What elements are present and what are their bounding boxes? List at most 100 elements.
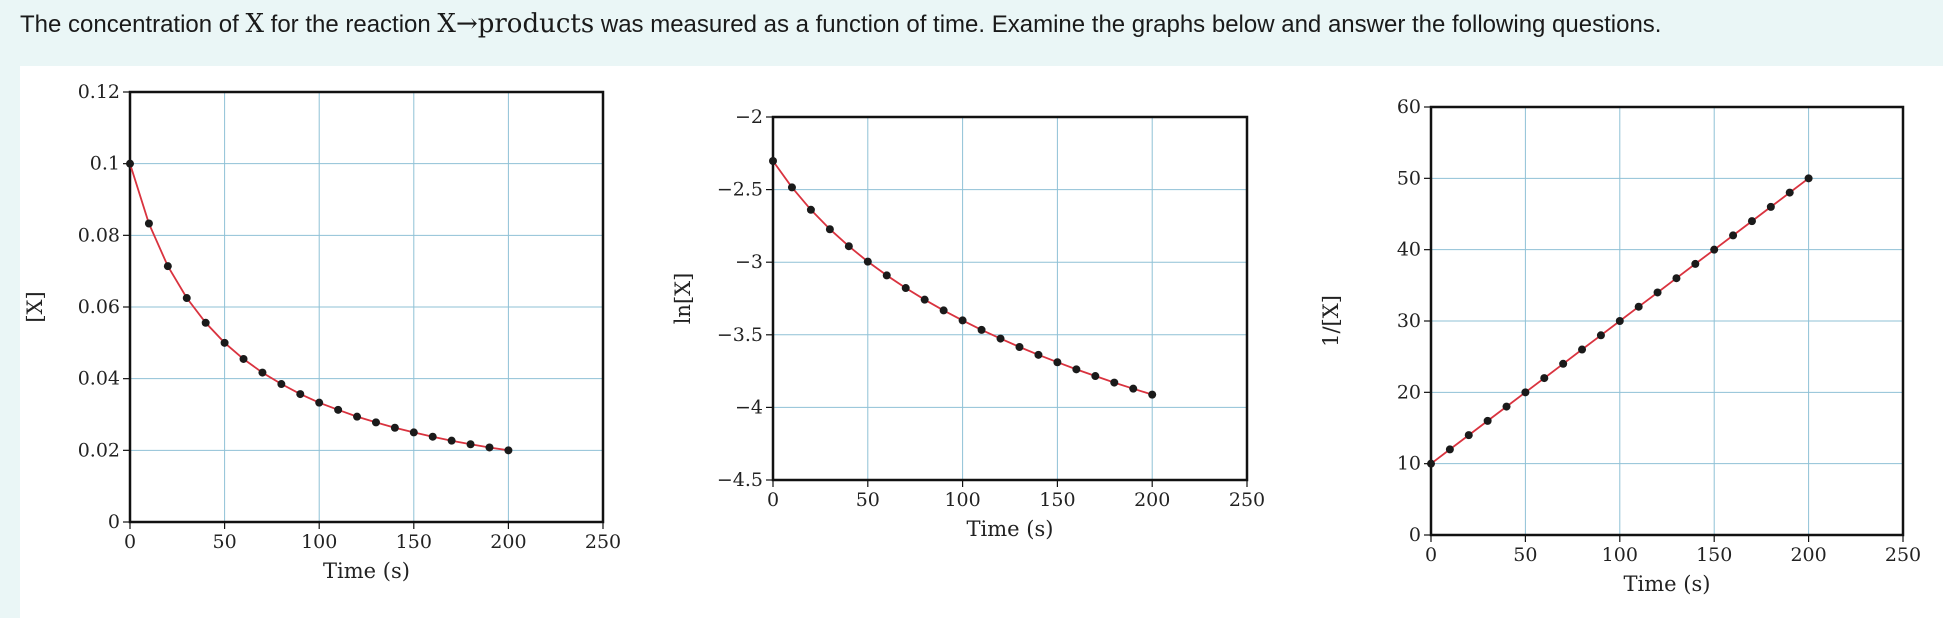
conc-data-point (315, 398, 324, 407)
ln-y-tick-label: −3.5 (717, 324, 763, 346)
inv-data-point (1559, 359, 1568, 368)
ln-y-axis-title: ln[X] (671, 273, 695, 325)
conc-data-point (163, 262, 172, 271)
conc-x-tick-label: 150 (396, 531, 432, 553)
conc-y-tick-label: 0.06 (78, 296, 120, 318)
inv-data-point (1427, 459, 1435, 468)
inv-data-point (1691, 259, 1700, 268)
conc-data-point (466, 440, 475, 449)
inv-data-point (1766, 202, 1775, 211)
ln-x-tick-label: 250 (1229, 489, 1265, 511)
question-part-1: The concentration of (20, 11, 246, 38)
inv-data-point (1540, 374, 1549, 383)
ln-data-point (1110, 378, 1119, 387)
conc-data-point (371, 418, 380, 427)
ln-y-tick-label: −2 (735, 106, 763, 128)
conc-data-point (277, 380, 286, 389)
conc-data-point (296, 390, 305, 399)
conc-y-axis-title: [X] (23, 291, 47, 322)
conc-data-point (182, 294, 191, 303)
inv-data-point (1710, 245, 1719, 254)
ln-x-tick-label: 200 (1134, 489, 1170, 511)
inv-x-tick-label: 50 (1513, 544, 1537, 566)
inv-data-point (1747, 217, 1756, 226)
inv-data-point (1615, 317, 1624, 325)
conc-data-point (334, 405, 343, 414)
conc-x-tick-label: 100 (301, 531, 337, 553)
ln-data-point (977, 325, 986, 334)
ln-data-point (1148, 390, 1157, 399)
conc-y-tick-label: 0.08 (78, 224, 120, 246)
ln-data-point (769, 156, 777, 165)
inv-data-point (1483, 416, 1492, 425)
inv-data-point (1785, 188, 1794, 197)
conc-data-point (485, 443, 494, 452)
inv-y-tick-label: 30 (1397, 310, 1421, 332)
question-part-2: for the reaction (263, 11, 438, 38)
inv-y-tick-label: 0 (1409, 524, 1421, 546)
conc-data-point (258, 368, 267, 377)
conc-data-point (126, 159, 134, 168)
inv-y-tick-label: 40 (1397, 239, 1421, 261)
reaction-reactant: X (437, 9, 456, 39)
ln-data-point (806, 205, 815, 214)
inv-x-tick-label: 100 (1602, 544, 1638, 566)
conc-x-axis-title: Time (s) (323, 559, 410, 583)
ln-data-point (1015, 342, 1024, 351)
inv-data-point (1502, 402, 1511, 411)
graphs-panel: 0 50 100 150 200 250 0 0.02 0.04 0.06 0.08 0.1 0.12 T… (20, 66, 1943, 618)
conc-data-point (428, 432, 437, 441)
question-part-3: was measured as a function of time. Exam… (594, 11, 1662, 38)
inv-y-tick-label: 50 (1397, 167, 1421, 189)
inv-data-point (1578, 345, 1587, 354)
ln-x-axis-title: Time (s) (967, 517, 1054, 541)
ln-data-point (825, 225, 834, 234)
ln-data-point (1129, 384, 1138, 393)
inv-data-point (1445, 445, 1454, 454)
conc-data-point (144, 219, 153, 228)
reaction-products: products (477, 9, 595, 39)
inv-x-tick-label: 200 (1790, 544, 1826, 566)
conc-y-tick-label: 0.02 (78, 439, 120, 461)
concentration-vs-time-chart: 0 50 100 150 200 250 0 0.02 0.04 0.06 0.08 0.1 0.12 T… (23, 81, 621, 583)
ln-data-point (882, 271, 891, 280)
inv-data-point (1804, 174, 1813, 183)
inv-x-tick-label: 0 (1425, 544, 1437, 566)
ln-x-tick-label: 150 (1039, 489, 1075, 511)
ln-x-tick-label: 0 (767, 489, 779, 511)
conc-y-tick-label: 0 (108, 511, 120, 533)
conc-x-tick-label: 250 (585, 531, 621, 553)
ln-data-point (787, 183, 796, 192)
inv-data-point (1596, 331, 1605, 340)
inv-data-point (1729, 231, 1738, 240)
inv-data-point (1634, 302, 1643, 311)
conc-data-point (504, 446, 513, 455)
conc-data-point (409, 428, 418, 437)
conc-data-point (353, 412, 362, 421)
ln-data-point (863, 257, 872, 266)
conc-data-point (239, 354, 248, 363)
ln-data-point (996, 334, 1005, 343)
ln-y-tick-label: −3 (735, 251, 763, 273)
ln-data-point (1091, 372, 1100, 381)
conc-y-tick-label: 0.04 (78, 368, 120, 390)
ln-data-point (958, 316, 967, 325)
ln-data-point (939, 306, 948, 315)
inverse-concentration-vs-time-chart: 0 50 100 150 200 250 0 10 20 30 40 50 60 Time (s) 1/[X… (1319, 96, 1921, 596)
ln-data-point (901, 284, 910, 293)
ln-x-tick-label: 50 (856, 489, 880, 511)
conc-x-tick-label: 0 (124, 531, 136, 553)
conc-data-point (201, 318, 210, 327)
ln-y-tick-label: −2.5 (717, 179, 763, 201)
conc-data-point (220, 338, 229, 347)
inv-x-tick-label: 250 (1885, 544, 1921, 566)
ln-y-tick-label: −4 (735, 396, 763, 418)
ln-data-point (1053, 358, 1062, 367)
inv-y-tick-label: 20 (1397, 381, 1421, 403)
conc-x-tick-label: 50 (213, 531, 237, 553)
question-text: The concentration of X for the reaction … (20, 9, 1661, 39)
inv-x-axis-title: Time (s) (1624, 572, 1711, 596)
conc-y-tick-label: 0.12 (78, 81, 120, 103)
ln-data-point (920, 295, 929, 304)
ln-data-point (1072, 365, 1081, 374)
